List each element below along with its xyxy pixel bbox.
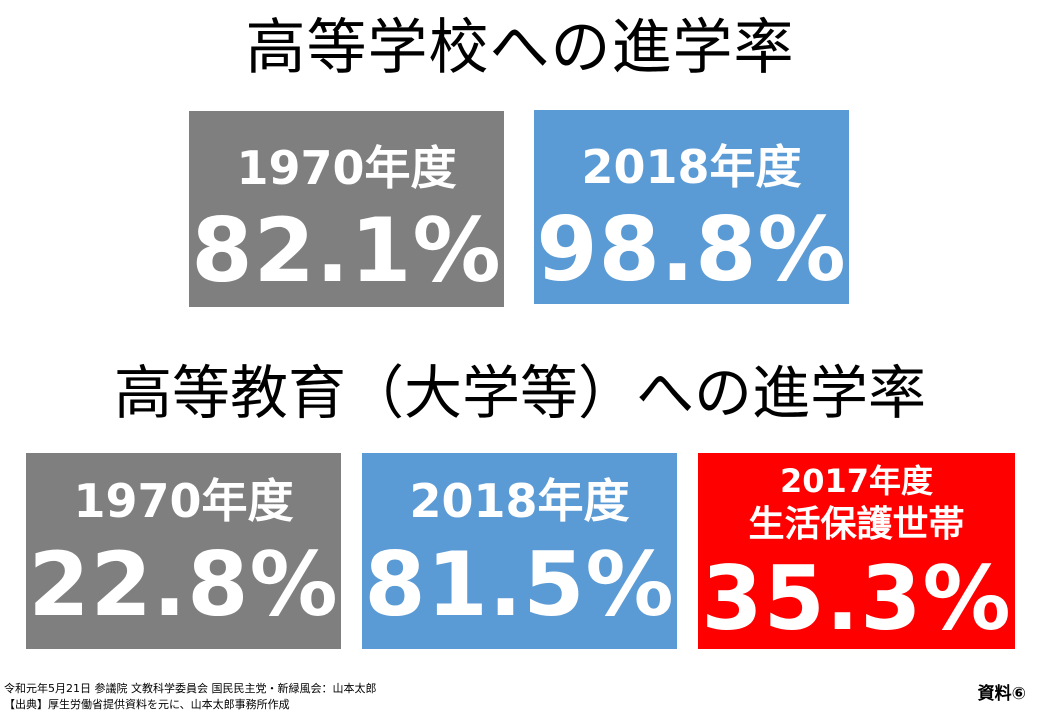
document-label: 資料⑥ [977,684,1026,704]
high-school-2018-box: 2018年度 98.8% [534,110,849,304]
stat-year: 2018年度 [409,474,630,528]
footer-meeting-note: 令和元年5月21日 参議院 文教科学委員会 国民民主党・新緑風会：山本太郎 [4,682,377,695]
stat-value: 81.5% [364,533,675,636]
stat-value: 35.3% [701,547,1012,650]
higher-education-1970-box: 1970年度 22.8% [26,453,341,649]
welfare-households-2017-box: 2017年度 生活保護世帯 35.3% [698,453,1015,649]
stat-value: 82.1% [191,199,502,302]
footer-source-note: 【出典】厚生労働省提供資料を元に、山本太郎事務所作成 [4,698,290,711]
stat-year: 2018年度 [581,140,802,194]
higher-education-title: 高等教育（大学等）への進学率 [113,359,926,427]
high-school-title: 高等学校への進学率 [245,13,795,83]
stat-value: 22.8% [28,533,339,636]
higher-education-2018-box: 2018年度 81.5% [362,453,677,649]
stat-subtitle: 生活保護世帯 [748,504,965,545]
stat-value: 98.8% [536,198,847,301]
stat-year: 2017年度 [779,462,934,500]
high-school-1970-box: 1970年度 82.1% [189,111,504,307]
stat-year: 1970年度 [236,141,457,195]
stat-year: 1970年度 [73,474,294,528]
